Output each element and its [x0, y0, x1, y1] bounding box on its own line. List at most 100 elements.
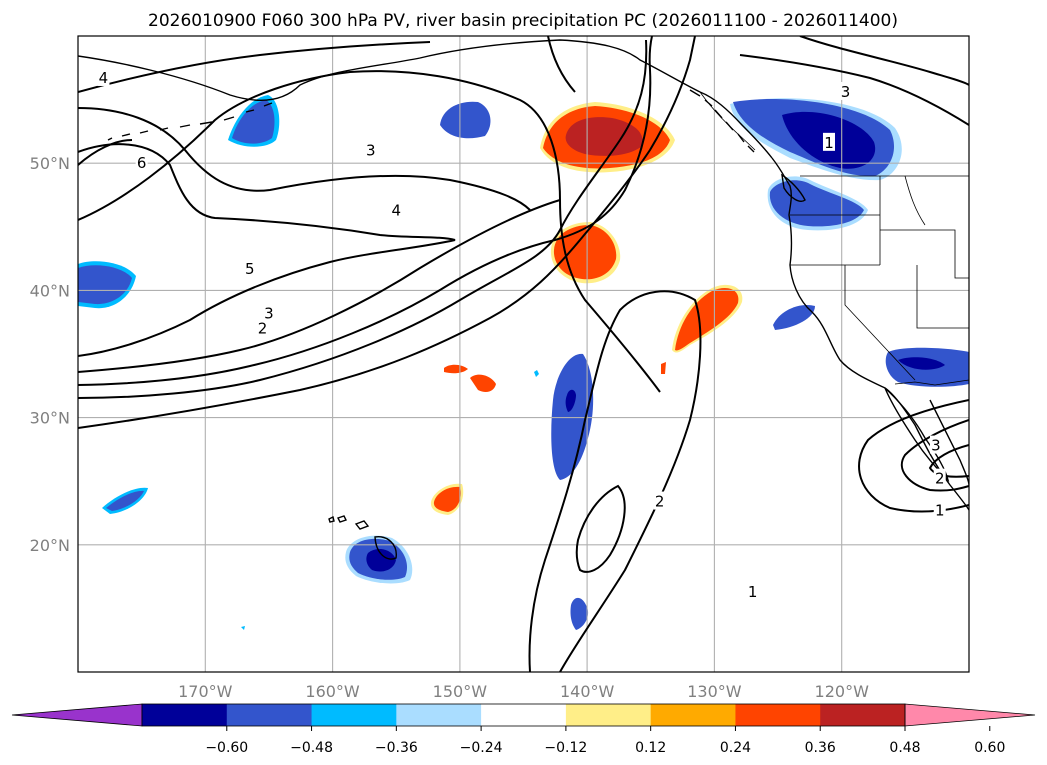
pv-contour-5: [78, 143, 456, 357]
baja-california: [884, 387, 950, 483]
contour-label-halo: [390, 200, 403, 219]
lon-tick-label: 170°W: [178, 682, 233, 701]
precip-blob-positive: [565, 117, 643, 156]
precip-blob-negative: [366, 548, 396, 572]
lon-tick-label: 120°W: [815, 682, 870, 701]
colorbar-tick-label: 0.60: [974, 740, 1005, 756]
colorbar-tick-label: −0.36: [375, 740, 418, 756]
contour-label: 1: [824, 134, 834, 152]
contour-label-halo: [839, 81, 852, 100]
pv-contour-3: [928, 444, 969, 478]
pv-contour-3: [547, 36, 576, 93]
map-frame: [77, 35, 970, 673]
colorbar-segment: [650, 704, 736, 726]
pv-contour-1: [78, 39, 648, 399]
colorbar-tick-label: −0.60: [205, 740, 248, 756]
political-borders: [699, 91, 969, 386]
contour-label-halo: [822, 132, 835, 151]
contour-label: 3: [366, 141, 376, 159]
contour-label-halo: [243, 258, 256, 277]
coastlines: [78, 39, 969, 560]
positive-precip-regions: [430, 102, 743, 515]
pv-contour-3: [799, 36, 969, 86]
lat-tick-label: 50°N: [30, 154, 70, 173]
state-border: [904, 175, 926, 226]
lon-tick-label: 140°W: [560, 682, 615, 701]
contour-label: 1: [935, 501, 945, 519]
contour-label: 1: [748, 583, 758, 601]
contour-label: 2: [258, 320, 268, 338]
aleutian-islands: [107, 102, 273, 141]
contour-label-halo: [929, 435, 942, 454]
precip-blob-negative: [440, 101, 491, 139]
canada-alaska-border: [699, 91, 756, 151]
precip-blob-negative: [106, 490, 144, 511]
pv-contours: [78, 36, 969, 672]
colorbar-segment: [481, 704, 567, 726]
lat-tick-label: 20°N: [30, 536, 70, 555]
mexico-mainland-coast: [929, 399, 969, 486]
pv-contour-2: [575, 484, 626, 573]
pv-contour-1: [739, 54, 969, 126]
colorbar-extend-min: [11, 703, 143, 727]
contour-label: 6: [137, 154, 147, 172]
state-border: [916, 265, 969, 329]
latitude-tick-labels: 20°N 30°N 40°N 50°N: [30, 154, 70, 555]
colorbar-tick-label: −0.12: [544, 740, 587, 756]
state-border: [844, 265, 916, 381]
contour-label-halo: [262, 303, 275, 322]
colorbar-segment: [735, 704, 821, 726]
precip-blob-negative: [898, 357, 945, 370]
colorbar-segment: [142, 704, 228, 726]
contour-label-halo: [256, 318, 269, 337]
north-america-west-coastline: [771, 157, 969, 511]
colorbar-extend-max: [904, 703, 1036, 727]
lon-tick-label: 130°W: [687, 682, 742, 701]
figure-title: 2026010900 F060 300 hPa PV, river basin …: [148, 11, 898, 31]
contour-label: 5: [245, 260, 255, 278]
hawaii-kauai: [328, 515, 335, 523]
contour-label: 3: [841, 83, 851, 101]
contour-label-halo: [746, 581, 759, 600]
precip-blob-negative: [570, 597, 589, 630]
pv-contour-1: [78, 36, 696, 429]
hawaii-big-island: [374, 536, 397, 560]
colorbar-segment: [396, 704, 482, 726]
precip-blob-negative: [232, 100, 275, 144]
precip-blob-negative: [534, 370, 539, 377]
precip-blob-negative: [551, 353, 594, 480]
contour-label-halo: [135, 153, 148, 172]
pv-contour-1: [528, 290, 702, 672]
us-mexico-border: [894, 379, 969, 386]
colorbar-tick-label: −0.48: [290, 740, 333, 756]
colorbar-tick-label: 0.24: [720, 740, 751, 756]
pv-contour-1: [858, 399, 969, 513]
contour-label: 2: [655, 493, 665, 511]
contour-label: 3: [264, 304, 274, 322]
precip-blob-positive: [661, 362, 666, 374]
pv-contour-2: [78, 36, 653, 386]
contour-label: 4: [391, 201, 401, 219]
pv-contour-6: [78, 139, 133, 166]
hawaii-maui: [354, 520, 370, 530]
contour-label-halo: [364, 140, 377, 159]
hawaii-oahu: [337, 515, 347, 523]
precip-blob-positive: [444, 364, 468, 374]
lat-tick-label: 30°N: [30, 409, 70, 428]
lat-tick-label: 40°N: [30, 281, 70, 300]
contour-label-halo: [97, 67, 110, 86]
map-gridlines: [78, 36, 969, 672]
contour-label: 3: [931, 437, 941, 455]
pv-contour-4: [78, 41, 431, 93]
contour-label-halo: [653, 491, 666, 510]
colorbar-segment: [565, 704, 652, 726]
pv-contour-3: [78, 199, 561, 373]
alaska-coastline: [78, 39, 773, 159]
precip-blob-positive: [433, 486, 461, 512]
colorbar-outline: [141, 703, 906, 727]
contour-label: 2: [935, 470, 945, 488]
pv-contour-4: [78, 107, 531, 211]
